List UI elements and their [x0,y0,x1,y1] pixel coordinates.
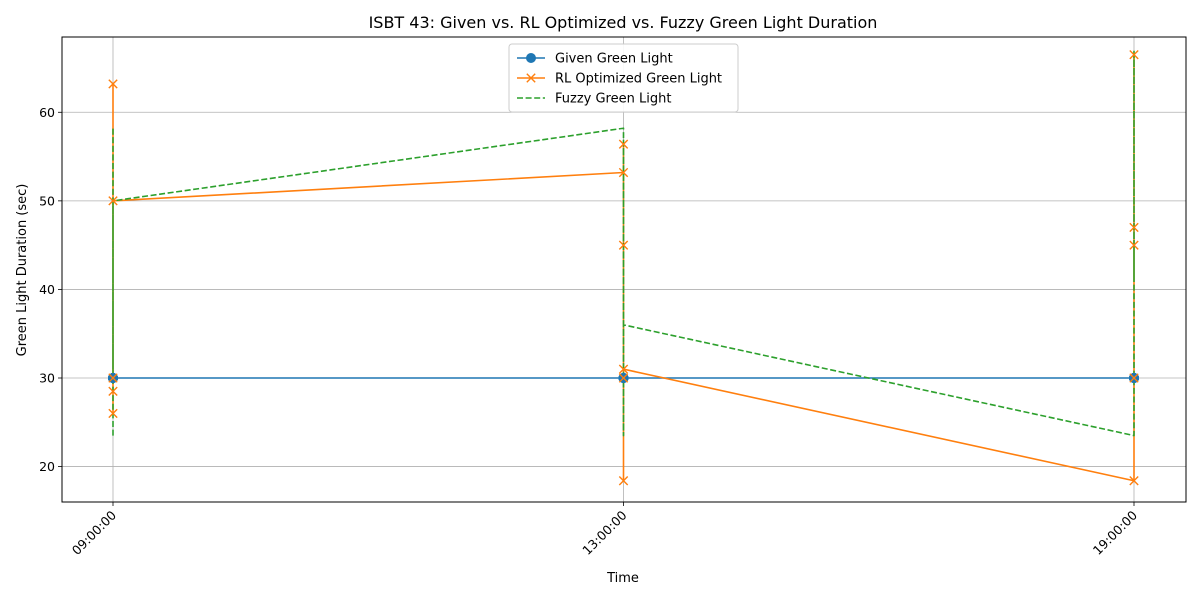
x-marker [618,373,629,383]
series-markers [108,50,1139,486]
legend-label: Given Green Light [555,52,673,67]
x-marker [108,373,118,383]
x-marker [618,476,629,486]
y-tick-label: 40 [39,282,55,297]
y-tick-label: 30 [39,371,55,386]
y-tick-label: 60 [39,105,55,120]
x-axis-title: Time [606,571,639,586]
x-marker [108,196,118,206]
x-marker [1129,476,1139,486]
x-marker [1129,50,1139,60]
x-marker [618,364,629,374]
x-marker [108,408,118,419]
circle-marker [526,53,536,63]
legend-box [508,43,739,113]
x-marker [618,139,629,149]
x-marker [1129,222,1139,233]
series-line [112,49,1135,437]
legend-label: Fuzzy Green Light [555,92,671,107]
x-marker [1129,240,1139,250]
chart-title: ISBT 43: Given vs. RL Optimized vs. Fuzz… [369,13,878,32]
y-axis-ticks: 20 30 40 50 60 [39,105,62,474]
plot-frame [61,36,1187,503]
x-marker [1129,373,1139,383]
x-marker [526,73,536,83]
y-axis-title: Green Light Duration (sec) [15,184,30,357]
y-tick-label: 20 [39,459,55,474]
y-tick-label: 50 [39,193,55,208]
legend: Given Green Light RL Optimized Green Ligh… [508,43,739,113]
x-marker [108,79,118,89]
x-marker [618,240,629,250]
x-marker [618,167,629,178]
x-marker [108,386,118,396]
legend-label: RL Optimized Green Light [555,72,722,87]
